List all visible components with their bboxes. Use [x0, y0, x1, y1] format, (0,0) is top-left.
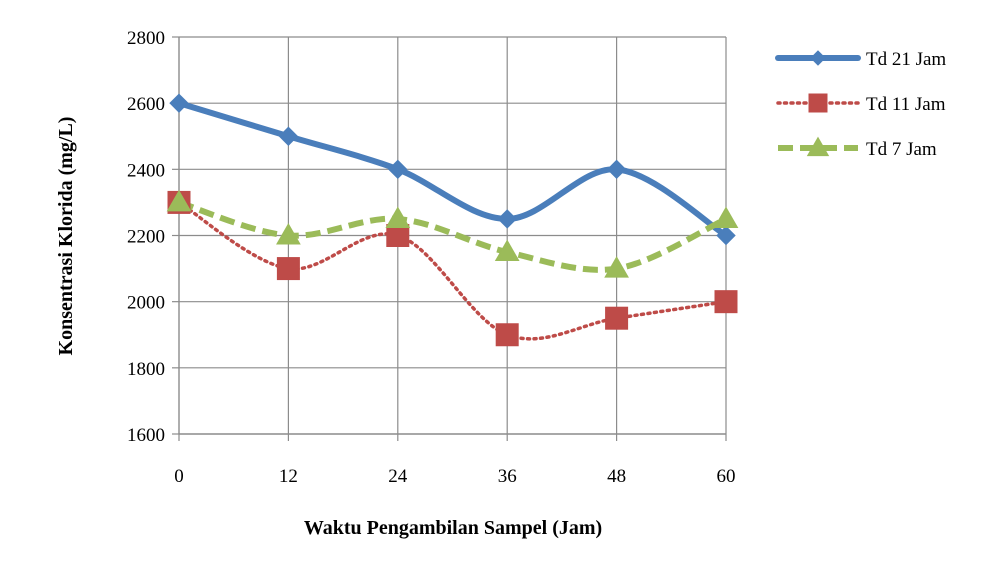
data-point — [495, 323, 519, 347]
x-tick-label: 0 — [174, 466, 184, 487]
series-line-2 — [177, 200, 728, 341]
data-point — [388, 159, 408, 180]
x-tick-label: 48 — [607, 466, 626, 487]
legend-label: Td 7 Jam — [866, 139, 937, 160]
y-tick-label: 1800 — [127, 359, 165, 380]
data-point — [169, 93, 189, 113]
data-point — [606, 159, 627, 180]
y-tick-label: 2000 — [127, 293, 165, 314]
data-point — [714, 290, 738, 314]
legend-label: Td 11 Jam — [866, 94, 946, 115]
legend-item: Td 21 Jam — [775, 49, 946, 70]
x-tick-label: 12 — [279, 466, 298, 487]
data-point — [385, 206, 411, 228]
series-lines — [176, 100, 729, 341]
x-tick-label: 36 — [498, 466, 517, 487]
x-axis-title: Waktu Pengambilan Sampel (Jam) — [304, 517, 602, 539]
legend-item: Td 11 Jam — [776, 93, 946, 115]
data-point — [604, 256, 629, 278]
data-point — [278, 126, 299, 146]
data-point — [276, 222, 301, 245]
x-tick-label: 60 — [717, 466, 736, 487]
legend-marker — [806, 136, 830, 157]
data-point — [716, 225, 736, 246]
data-point — [605, 306, 629, 330]
data-point — [494, 239, 520, 262]
y-tick-label: 2600 — [127, 94, 165, 115]
legend: Td 21 Jam Td 11 Jam Td 7 Jam — [775, 49, 946, 160]
data-point — [166, 189, 192, 212]
legend-item: Td 7 Jam — [778, 136, 937, 160]
series-line-3 — [178, 199, 728, 273]
y-tick-label: 2800 — [127, 28, 165, 49]
data-points — [166, 93, 739, 347]
gridlines — [179, 36, 727, 434]
axes — [172, 36, 727, 441]
y-tick-label: 2200 — [127, 227, 165, 248]
data-point — [276, 257, 300, 281]
x-tick-label: 24 — [388, 466, 408, 487]
legend-marker — [808, 93, 828, 113]
y-axis-title: Konsentrasi Klorida (mg/L) — [55, 117, 77, 356]
legend-label: Td 21 Jam — [866, 49, 946, 70]
legend-marker — [810, 50, 826, 66]
y-tick-label: 1600 — [127, 425, 165, 446]
y-tick-label: 2400 — [127, 160, 165, 181]
tick-labels: 1600 1800 2000 2200 2400 2600 2800 0 12 24 36 48 60 — [127, 28, 736, 487]
data-point — [497, 209, 517, 229]
data-point — [713, 206, 739, 228]
